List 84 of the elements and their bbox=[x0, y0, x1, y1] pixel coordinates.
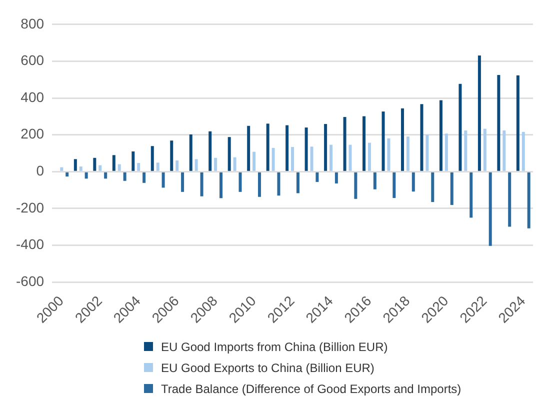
bar bbox=[272, 148, 275, 171]
bar bbox=[118, 164, 121, 171]
bar bbox=[74, 159, 77, 171]
bar bbox=[304, 127, 308, 171]
bar bbox=[483, 128, 486, 171]
bar bbox=[420, 104, 424, 171]
bar bbox=[291, 146, 294, 171]
bar bbox=[252, 152, 256, 171]
y-tick-label: 200 bbox=[20, 126, 44, 142]
bar bbox=[400, 108, 404, 171]
bar bbox=[258, 172, 261, 197]
bar bbox=[181, 172, 184, 192]
y-tick-label: -600 bbox=[16, 272, 44, 289]
bar bbox=[362, 116, 366, 171]
bar bbox=[354, 172, 358, 199]
bar bbox=[348, 144, 352, 171]
bar bbox=[343, 116, 346, 171]
bar bbox=[194, 159, 198, 171]
bar bbox=[522, 132, 525, 171]
bar bbox=[458, 84, 462, 171]
bar bbox=[266, 124, 270, 171]
bar bbox=[329, 144, 332, 171]
bar bbox=[238, 172, 242, 192]
bar bbox=[132, 151, 135, 171]
bar bbox=[464, 130, 468, 171]
bar bbox=[497, 75, 500, 171]
bar bbox=[431, 172, 434, 202]
bar bbox=[470, 172, 473, 218]
bar bbox=[488, 172, 492, 246]
bar bbox=[228, 137, 231, 171]
bar bbox=[368, 142, 371, 171]
bar bbox=[176, 160, 179, 171]
bar bbox=[502, 130, 506, 171]
bar bbox=[93, 158, 96, 171]
bar bbox=[247, 126, 250, 171]
bar bbox=[104, 172, 108, 179]
bar bbox=[392, 172, 396, 198]
y-tick-label: -200 bbox=[16, 199, 44, 216]
bar bbox=[150, 146, 154, 171]
bar bbox=[156, 162, 160, 171]
y-tick-label: 800 bbox=[20, 15, 44, 32]
bar bbox=[334, 172, 338, 184]
bar bbox=[382, 111, 385, 171]
bar bbox=[478, 56, 481, 171]
bar bbox=[426, 134, 429, 171]
bar bbox=[324, 124, 328, 171]
bar bbox=[508, 172, 512, 227]
bar bbox=[527, 172, 530, 228]
bar bbox=[412, 172, 415, 192]
bar bbox=[516, 75, 520, 171]
bar bbox=[60, 167, 64, 171]
y-tick-label: 600 bbox=[20, 52, 44, 68]
bar bbox=[406, 136, 410, 171]
bar bbox=[84, 172, 88, 179]
bar bbox=[208, 131, 212, 171]
bar bbox=[316, 172, 319, 182]
bar bbox=[439, 100, 442, 171]
y-tick-label: -400 bbox=[16, 236, 44, 252]
bar bbox=[387, 138, 390, 171]
bar bbox=[123, 172, 126, 181]
y-tick-label: 0 bbox=[36, 162, 44, 179]
bar bbox=[162, 172, 165, 188]
legend-label: Trade Balance (Difference of Good Exports and Imports) bbox=[161, 382, 462, 396]
bar bbox=[450, 172, 454, 205]
bar bbox=[79, 166, 82, 171]
bar bbox=[98, 165, 102, 171]
bar bbox=[444, 134, 448, 171]
bar bbox=[233, 157, 236, 171]
y-tick-label: 400 bbox=[20, 88, 44, 105]
bar bbox=[66, 172, 69, 176]
bar bbox=[112, 155, 116, 171]
bar bbox=[373, 172, 376, 190]
bar bbox=[137, 163, 140, 171]
legend-label: EU Good Imports from China (Billion EUR) bbox=[161, 340, 388, 354]
bar bbox=[220, 172, 223, 198]
bar bbox=[214, 158, 218, 171]
legend-label: EU Good Exports to China (Billion EUR) bbox=[161, 360, 374, 374]
bar bbox=[286, 125, 289, 171]
bar bbox=[142, 172, 146, 183]
bar bbox=[296, 172, 300, 194]
bar bbox=[277, 172, 280, 196]
bar bbox=[200, 172, 204, 196]
bar bbox=[170, 140, 174, 171]
bar bbox=[189, 134, 192, 171]
